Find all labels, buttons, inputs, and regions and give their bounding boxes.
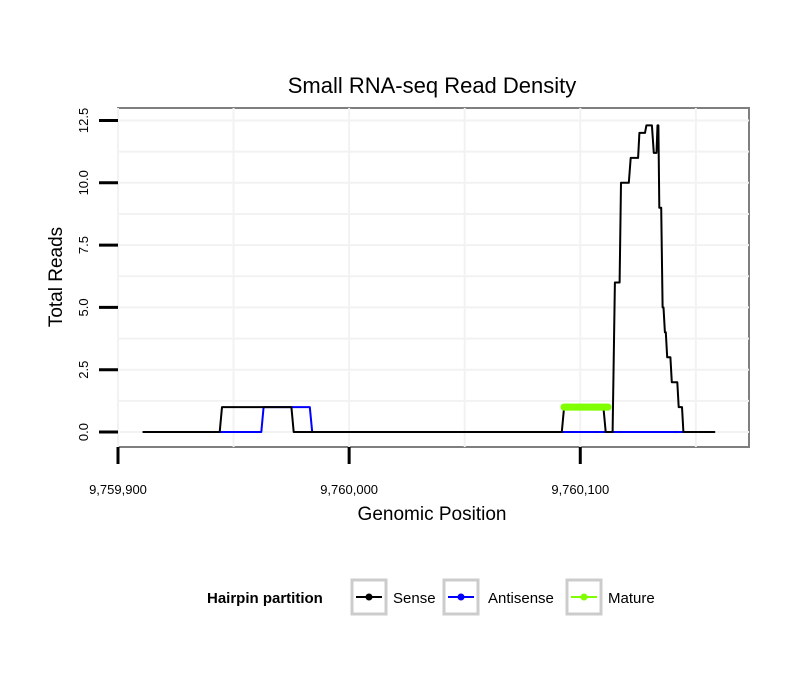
legend-key-point	[365, 593, 373, 601]
y-tick-label: 10.0	[76, 170, 91, 195]
y-axis: 0.0 2.5 5.0 7.5 10.0 12.5	[76, 108, 118, 441]
x-axis-title: Genomic Position	[358, 504, 507, 525]
legend-label-antisense: Antisense	[488, 590, 554, 607]
y-tick-label: 5.0	[76, 298, 91, 316]
x-axis: 9,759,900 9,760,000 9,760,100	[89, 447, 609, 497]
legend-label-sense: Sense	[393, 590, 436, 607]
series-point-mature	[604, 403, 612, 411]
grid	[117, 108, 749, 447]
y-tick-label: 0.0	[76, 423, 91, 441]
chart-title: Small RNA-seq Read Density	[288, 73, 577, 98]
plot-panel	[117, 107, 750, 448]
x-tick-label: 9,760,100	[551, 482, 609, 497]
legend-key-point	[457, 593, 465, 601]
x-tick-label: 9,759,900	[89, 482, 147, 497]
legend-key-point	[580, 593, 588, 601]
legend-label-mature: Mature	[608, 590, 655, 607]
y-tick-label: 2.5	[76, 361, 91, 379]
series-line-sense	[142, 124, 716, 433]
y-tick-label: 7.5	[76, 236, 91, 254]
legend-title: Hairpin partition	[207, 590, 323, 607]
x-tick-label: 9,760,000	[320, 482, 378, 497]
legend: Hairpin partition Sense Antisense Mature	[207, 578, 655, 616]
y-tick-label: 12.5	[76, 108, 91, 133]
series-layer	[142, 124, 716, 433]
y-axis-title: Total Reads	[46, 227, 67, 327]
